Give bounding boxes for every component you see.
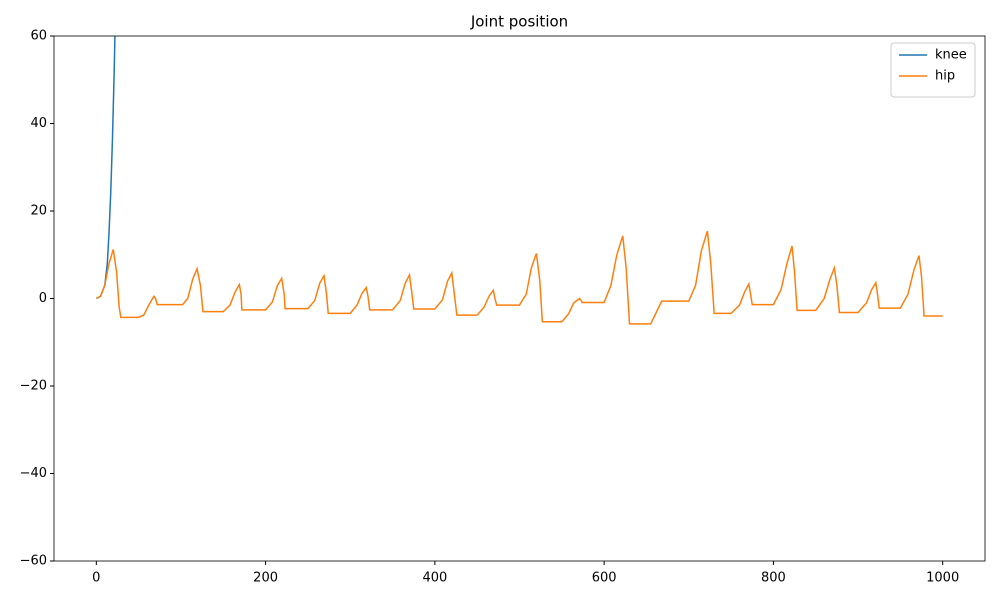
y-tick-label: 20	[30, 204, 47, 219]
axes-frame	[53, 35, 986, 562]
y-tick-label: −40	[20, 466, 47, 481]
y-tick-label: −20	[20, 379, 47, 394]
y-tick-label: 0	[39, 291, 47, 306]
x-tick-label: 400	[422, 571, 447, 586]
legend-label: hip	[935, 69, 955, 84]
x-tick-label: 800	[761, 571, 786, 586]
chart-title: Joint position	[470, 13, 568, 31]
x-tick-label: 600	[592, 571, 617, 586]
x-tick-label: 0	[92, 571, 100, 586]
legend-box	[890, 42, 976, 98]
line-hip	[95, 230, 943, 325]
y-tick-label: 60	[30, 29, 47, 44]
y-tick-label: −60	[20, 554, 47, 569]
x-tick-label: 1000	[926, 571, 959, 586]
y-tick-label: 40	[30, 116, 47, 131]
legend-label: knee	[935, 48, 967, 63]
x-tick-label: 200	[253, 571, 278, 586]
plot-area	[95, 36, 943, 325]
